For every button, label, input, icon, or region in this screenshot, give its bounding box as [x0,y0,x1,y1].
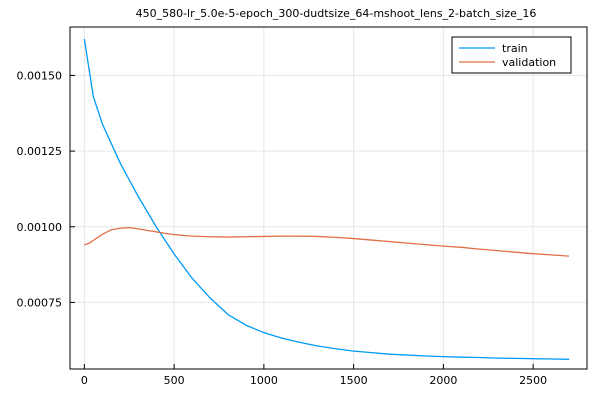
x-tick-label: 1500 [340,374,368,387]
x-tick-label: 0 [81,374,88,387]
plot-frame [69,26,588,370]
legend-label-train: train [502,42,528,55]
y-tick-label: 0.00125 [17,145,63,158]
series-line-train [83,39,570,360]
y-tick-label: 0.00150 [17,69,63,82]
grid-lines [70,27,587,369]
legend-label-validation: validation [502,56,556,69]
x-tick-label: 2000 [429,374,457,387]
axis-ticks: 0 500 1000 1500 2000 2500 0.00075 0.00100 0.0012… [17,69,548,387]
series-line-validation [84,227,570,257]
chart-title: 450_580-lr_5.0e-5-epoch_300-dudtsize_64-… [136,7,537,20]
legend-box [451,36,572,74]
legend: train validation [451,36,572,74]
y-tick-label: 0.00100 [17,221,63,234]
x-tick-label: 1000 [250,374,278,387]
x-tick-label: 500 [164,374,185,387]
series-layer [83,39,570,360]
y-tick-label: 0.00075 [17,296,63,309]
x-tick-label: 2500 [519,374,547,387]
